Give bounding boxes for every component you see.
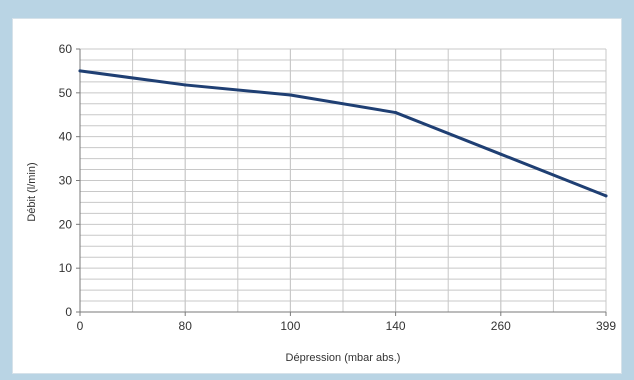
data-point: [394, 111, 398, 115]
axes: [76, 48, 607, 316]
data-point: [183, 83, 187, 87]
y-tick-label: 0: [65, 305, 72, 319]
y-axis-label: Débit (l/min): [26, 162, 38, 221]
y-tick-label: 30: [59, 174, 73, 188]
x-axis-label: Dépression (mbar abs.): [286, 352, 401, 364]
x-tick-label: 140: [386, 319, 406, 333]
x-tick-label: 100: [280, 319, 300, 333]
data-point: [78, 69, 82, 73]
y-tick-label: 50: [59, 86, 73, 100]
y-tick-label: 10: [59, 261, 73, 275]
data-point: [288, 93, 292, 97]
x-tick-label: 260: [491, 319, 511, 333]
y-tick-label: 60: [59, 42, 73, 56]
x-tick-label: 0: [77, 319, 84, 333]
data-point: [604, 194, 608, 198]
tick-labels: 0 10 20 30 40 50 60 0 80 100 140 260 399: [59, 42, 617, 333]
series-line: [78, 69, 608, 198]
grid: [79, 48, 607, 313]
y-tick-label: 40: [59, 130, 73, 144]
x-tick-label: 399: [596, 319, 616, 333]
line-chart: 0 10 20 30 40 50 60 0 80 100 140 260 399 Débit (l/mi…: [26, 42, 617, 364]
x-tick-label: 80: [179, 319, 193, 333]
chart-panel: 0 10 20 30 40 50 60 0 80 100 140 260 399 Débit (l/mi…: [12, 18, 622, 374]
data-point: [499, 152, 503, 156]
y-tick-label: 20: [59, 217, 73, 231]
series: [78, 69, 608, 198]
